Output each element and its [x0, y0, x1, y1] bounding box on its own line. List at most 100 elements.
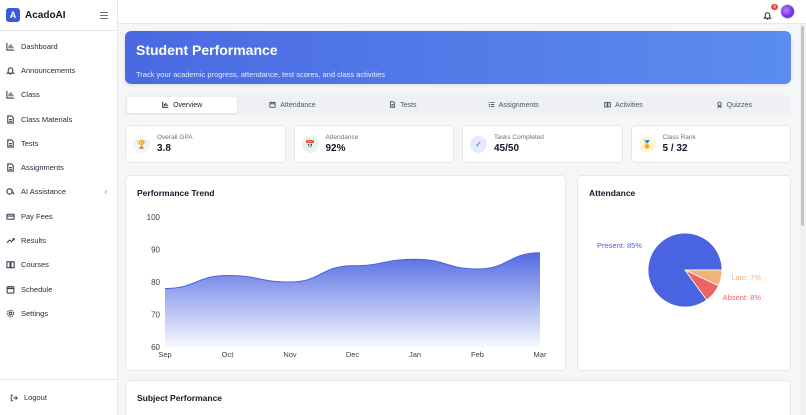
award-icon [716, 101, 723, 110]
attendance-card: Attendance Present: 85% Late: 7% Absent: 8… [577, 175, 791, 371]
sidebar-item-ai-assistance[interactable]: AI Assistance › [0, 180, 117, 204]
sidebar-item-assignments[interactable]: Assignments [0, 155, 117, 179]
file-icon [6, 114, 15, 124]
tab-quizzes[interactable]: Quizzes [679, 97, 789, 113]
sidebar-item-pay-fees[interactable]: Pay Fees [0, 204, 117, 228]
x-tick-label: Mar [534, 350, 547, 359]
stat-card-rank: 🏅 Class Rank 5 / 32 [630, 125, 791, 163]
stat-card-gpa: 🏆 Overall GPA 3.8 [125, 125, 286, 163]
check-icon: ✓ [470, 135, 487, 153]
sidebar-item-settings[interactable]: Settings [0, 301, 117, 325]
list-icon [488, 101, 495, 110]
brain-icon [6, 187, 15, 196]
sidebar: A AcadoAI Dashboard Announcements Class … [0, 0, 118, 415]
tab-label: Attendance [280, 101, 316, 109]
bar-chart-icon [162, 101, 169, 110]
tab-label: Overview [173, 101, 203, 109]
sidebar-item-label: Results [21, 236, 47, 246]
stat-value: 3.8 [157, 143, 171, 154]
stat-value: 5 / 32 [662, 143, 688, 154]
y-tick-label: 100 [147, 213, 161, 222]
sidebar-item-class[interactable]: Class [0, 83, 117, 107]
card-title: Subject Performance [137, 393, 223, 403]
file-icon [6, 163, 15, 172]
trending-up-icon [6, 236, 15, 245]
pie-label: Late: 7% [731, 273, 761, 282]
sidebar-item-class-materials[interactable]: Class Materials [0, 107, 117, 131]
logout-button[interactable]: Logout [0, 379, 117, 415]
performance-trend-chart: 60 70 80 90 100 Sep Oct Nov Dec Jan Feb Mar [147, 213, 547, 359]
sidebar-item-tests[interactable]: Tests [0, 131, 117, 155]
sidebar-item-results[interactable]: Results [0, 228, 117, 252]
trend-area [165, 252, 540, 347]
sidebar-item-announcements[interactable]: Announcements [0, 58, 117, 82]
tab-overview[interactable]: Overview [127, 97, 238, 113]
stat-label: Class Rank [662, 134, 696, 141]
tab-assignments[interactable]: Assignments [458, 97, 568, 113]
sidebar-item-label: AI Assistance [21, 187, 67, 197]
stat-card-attendance: 📅 Attendance 92% [293, 125, 454, 163]
file-icon [6, 139, 15, 148]
stat-card-tasks: ✓ Tasks Completed 45/50 [462, 125, 623, 163]
hero-banner: Student Performance Track your academic … [125, 31, 791, 84]
bell-icon [6, 66, 15, 75]
tab-activities[interactable]: Activities [568, 97, 678, 113]
sidebar-item-label: Courses [21, 260, 49, 270]
calendar-icon [269, 101, 276, 110]
sidebar-nav: Dashboard Announcements Class Class Mate… [0, 31, 117, 326]
sidebar-item-dashboard[interactable]: Dashboard [0, 34, 117, 58]
card-icon [6, 212, 15, 221]
subject-performance-card: Subject Performance [125, 380, 791, 415]
x-tick-label: Jan [409, 350, 421, 359]
x-tick-label: Feb [471, 350, 484, 359]
stat-label: Tasks Completed [494, 134, 544, 141]
pie-slice [684, 269, 720, 301]
tab-attendance[interactable]: Attendance [237, 97, 347, 113]
trophy-icon: 🏆 [133, 135, 150, 153]
book-icon [6, 260, 15, 269]
tab-tests[interactable]: Tests [348, 97, 458, 113]
logout-label: Logout [24, 393, 47, 402]
sidebar-item-label: Assignments [21, 163, 64, 173]
app-name[interactable]: AcadoAI [25, 9, 66, 21]
medal-icon: 🏅 [638, 135, 656, 153]
sidebar-item-label: Settings [21, 308, 49, 318]
logout-icon [10, 394, 18, 401]
tab-label: Tests [400, 101, 417, 109]
stat-value: 92% [325, 143, 346, 154]
file-icon [389, 100, 396, 110]
y-tick-label: 70 [151, 311, 160, 320]
app-logo[interactable]: A [6, 8, 20, 22]
sidebar-item-label: Class Materials [21, 114, 73, 124]
scrollbar-thumb[interactable] [801, 26, 804, 226]
pie-label: Present: 85% [597, 241, 642, 250]
sidebar-item-label: Class [21, 90, 40, 100]
calendar-icon [6, 285, 15, 294]
page-scrollbar[interactable] [800, 24, 805, 415]
x-tick-label: Sep [158, 350, 171, 359]
sidebar-item-schedule[interactable]: Schedule [0, 277, 117, 301]
stat-label: Overall GPA [157, 134, 193, 141]
x-tick-label: Dec [346, 350, 360, 359]
bar-chart-icon [6, 90, 15, 99]
tab-label: Activities [615, 101, 643, 109]
brand-header: A AcadoAI [0, 0, 117, 31]
page-title: Student Performance [136, 42, 278, 58]
notification-bell-icon[interactable] [762, 7, 773, 20]
calendar-icon: 📅 [301, 135, 319, 153]
y-tick-label: 80 [151, 278, 160, 287]
tab-label: Assignments [498, 101, 539, 109]
top-bar: 3 [118, 0, 806, 24]
sidebar-item-label: Pay Fees [21, 211, 53, 221]
gear-icon [6, 309, 15, 318]
y-tick-label: 90 [151, 246, 160, 255]
sidebar-item-label: Announcements [21, 65, 76, 75]
notification-badge: 3 [771, 4, 778, 10]
book-icon [604, 101, 611, 110]
menu-toggle-icon[interactable] [100, 11, 108, 19]
sidebar-item-courses[interactable]: Courses [0, 253, 117, 277]
stats-row: 🏆 Overall GPA 3.8 📅 Attendance 92% ✓ Tas… [125, 125, 791, 163]
chevron-right-icon[interactable]: › [104, 187, 107, 197]
bar-chart-icon [6, 42, 15, 51]
avatar[interactable] [780, 4, 795, 19]
